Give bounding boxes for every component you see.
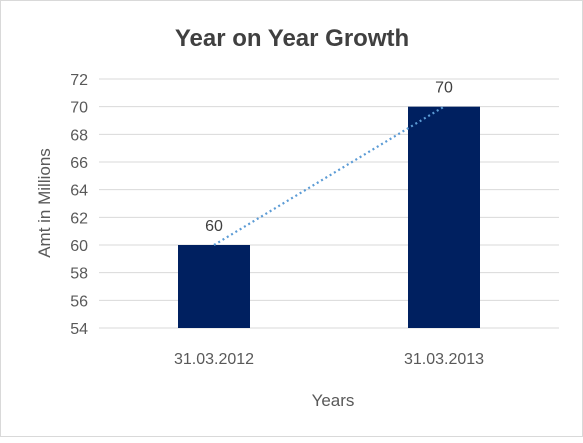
- chart-title: Year on Year Growth: [175, 25, 409, 52]
- y-tick-label: 66: [70, 155, 88, 172]
- y-tick-label: 56: [70, 293, 88, 310]
- x-axis-tick-labels: 31.03.2012 31.03.2013: [174, 351, 484, 368]
- y-tick-label: 54: [70, 321, 88, 338]
- y-tick-label: 72: [70, 72, 88, 89]
- bar: [178, 245, 250, 328]
- data-labels: 60 70: [205, 80, 453, 235]
- y-tick-label: 64: [70, 183, 88, 200]
- x-tick-label: 31.03.2012: [174, 351, 254, 368]
- data-label: 60: [205, 218, 223, 235]
- y-tick-label: 70: [70, 100, 88, 117]
- data-label: 70: [435, 80, 453, 97]
- y-tick-label: 60: [70, 238, 88, 255]
- y-axis-tick-labels: 54 56 58 60 62 64 66 68 70 72: [70, 72, 88, 338]
- bars: [178, 106, 480, 329]
- bar: [408, 106, 480, 329]
- x-tick-label: 31.03.2013: [404, 351, 484, 368]
- y-tick-label: 62: [70, 210, 88, 227]
- y-tick-label: 68: [70, 127, 88, 144]
- x-axis-title: Years: [312, 391, 355, 410]
- gridlines: [99, 78, 559, 329]
- y-tick-label: 58: [70, 266, 88, 283]
- y-axis-title: Amt in Millions: [35, 148, 54, 258]
